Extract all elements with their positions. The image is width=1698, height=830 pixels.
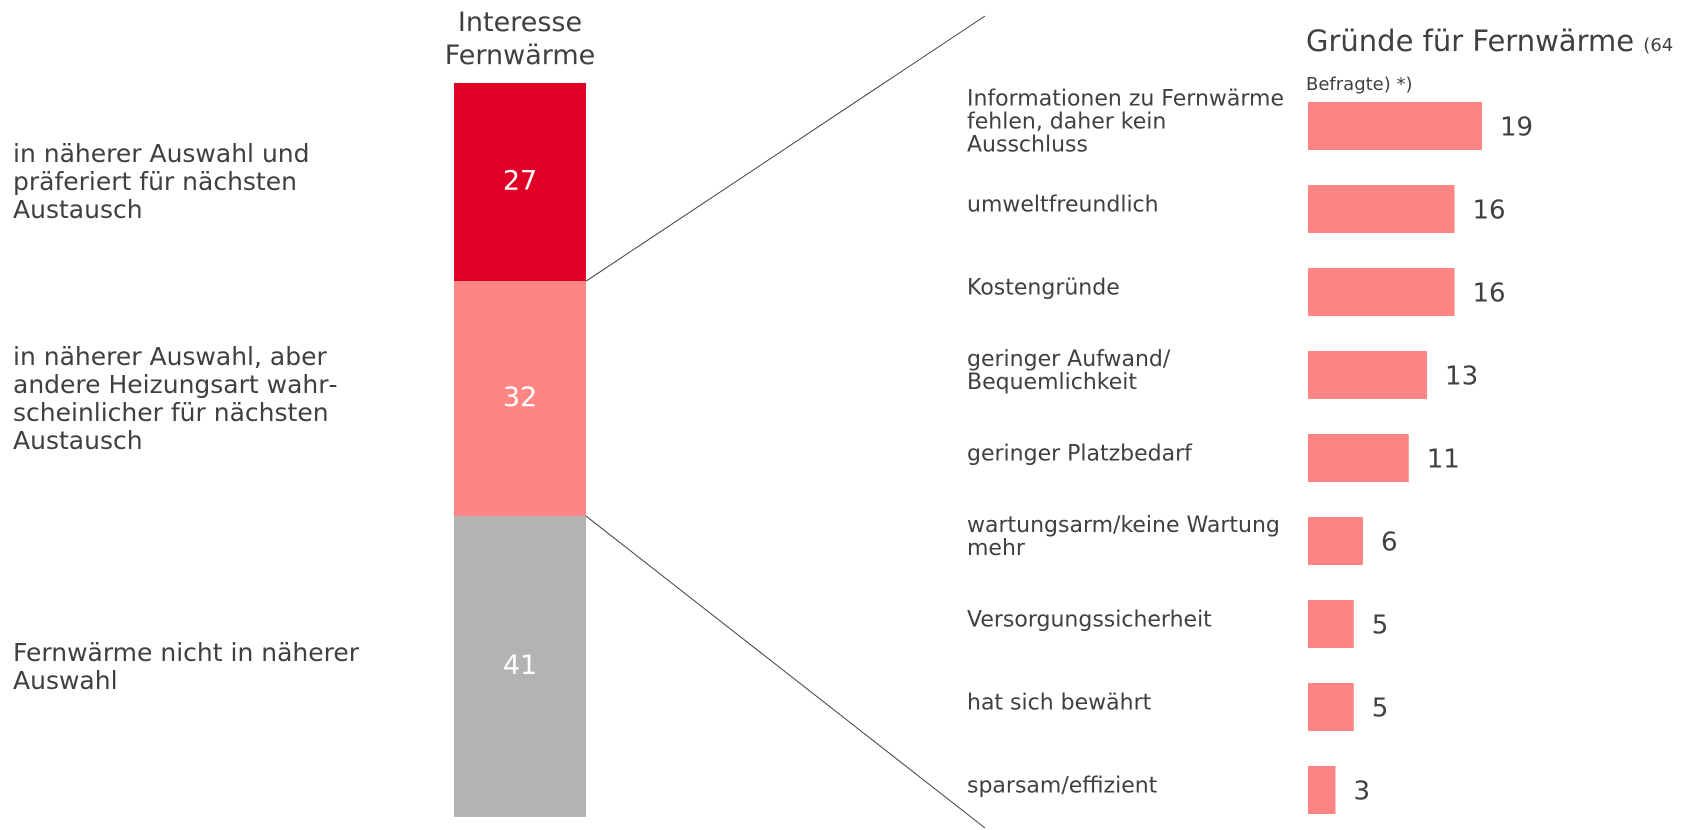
- bar: [1308, 683, 1354, 731]
- category-label: Versorgungssicherheit: [967, 607, 1212, 633]
- bar: [1308, 102, 1482, 150]
- bar-title-text: Gründe für Fernwärme: [1306, 24, 1635, 58]
- stack-segment: [454, 516, 586, 817]
- series-label: in näherer Auswahl und präferiert für nä…: [13, 139, 310, 225]
- stack-title: Interesse Fernwärme: [444, 7, 596, 71]
- bar: [1308, 434, 1409, 482]
- category-label: wartungsarm/keine Wartung mehr: [967, 513, 1280, 561]
- value-label: 6: [1381, 528, 1398, 558]
- series-label: Fernwärme nicht in näherer Auswahl: [13, 637, 360, 695]
- category-label: Kostengründe: [967, 275, 1120, 301]
- category-label: hat sich bewährt: [967, 690, 1152, 716]
- category-label: Informationen zu Fern­wärme fehlen, dahe…: [967, 86, 1284, 158]
- bar: [1308, 268, 1455, 316]
- value-label: 5: [1372, 694, 1389, 724]
- stack-segment: [454, 83, 586, 282]
- bar: [1308, 351, 1428, 399]
- category-label: umweltfreundlich: [967, 192, 1159, 218]
- category-label: geringer Aufwand/ Bequemlichkeit: [967, 347, 1171, 395]
- bar-title: Gründe für Fernwärme (64 Befragte) *): [1306, 24, 1696, 102]
- connector: [585, 15, 986, 282]
- category-label: geringer Platzbedarf: [967, 441, 1192, 467]
- value-label: 19: [1500, 113, 1533, 143]
- bar-subtitle: (64 Befragte) *): [1306, 35, 1674, 95]
- series-label: in näherer Auswahl, aber andere Heizungs…: [13, 341, 338, 455]
- value-label: 11: [1427, 445, 1460, 475]
- segment-label: 41: [503, 650, 537, 681]
- stack-segment: [454, 281, 586, 517]
- category-label: sparsam/effizient: [967, 773, 1158, 799]
- bar: [1308, 185, 1455, 233]
- segment-label: 32: [503, 382, 537, 413]
- value-label: 16: [1473, 279, 1506, 309]
- value-label: 5: [1372, 611, 1389, 641]
- value-label: 13: [1445, 362, 1478, 392]
- bar: [1308, 517, 1363, 565]
- value-label: 16: [1473, 196, 1506, 226]
- bar: [1308, 600, 1354, 648]
- value-label: 3: [1353, 777, 1370, 807]
- segment-label: 27: [503, 166, 537, 197]
- bar: [1308, 766, 1336, 814]
- connector: [585, 515, 986, 829]
